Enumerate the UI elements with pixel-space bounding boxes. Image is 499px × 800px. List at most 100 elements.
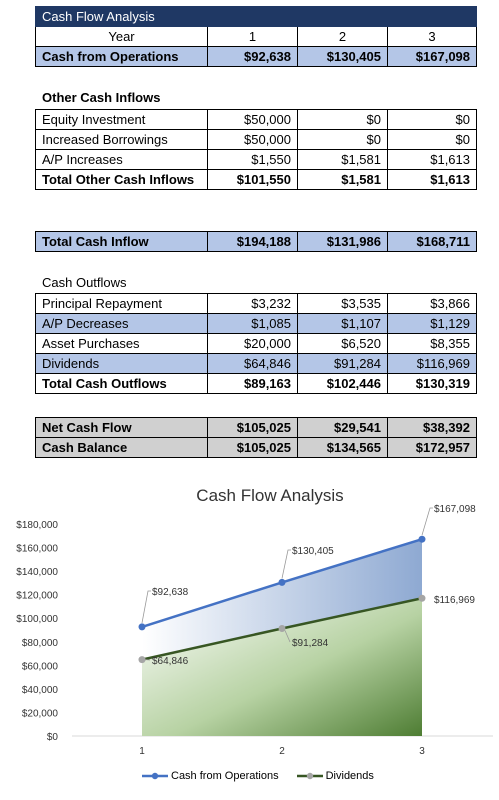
data-label-operations: $92,638 — [152, 587, 189, 598]
cell: $116,969 — [387, 353, 477, 374]
legend-label: Cash from Operations — [171, 770, 279, 782]
cell: $0 — [297, 109, 388, 130]
cell: $92,638 — [207, 46, 298, 67]
leader-line — [281, 549, 291, 579]
cell: $105,025 — [207, 437, 298, 458]
cell: $0 — [297, 129, 388, 150]
point-dividends — [138, 656, 146, 664]
legend-label: Dividends — [325, 770, 374, 782]
x-tick-label: 3 — [419, 746, 425, 757]
legend-item-operations: Cash from Operations — [142, 770, 279, 782]
row-cash-balance: Cash Balance $105,025 $134,565 $172,957 — [35, 437, 477, 458]
cash-flow-chart: $0 $20,000 $40,000 $60,000 $80,000 $100,000 $1… — [16, 504, 493, 757]
y-tick-label: $180,000 — [16, 520, 58, 531]
cell: $64,846 — [207, 353, 298, 374]
cell: $1,129 — [387, 313, 477, 334]
point-operations — [278, 578, 286, 586]
cell: $20,000 — [207, 333, 298, 354]
cell: $1,581 — [297, 149, 388, 170]
table-row: A/P Decreases $1,085 $1,107 $1,129 — [35, 313, 477, 334]
point-operations — [138, 623, 146, 631]
year-1: 1 — [207, 26, 298, 47]
data-label-operations: $130,405 — [292, 546, 334, 557]
y-tick-label: $40,000 — [22, 685, 59, 696]
cell: $6,520 — [297, 333, 388, 354]
point-dividends — [418, 594, 426, 602]
row-label: Dividends — [35, 353, 208, 374]
cell: $3,232 — [207, 293, 298, 314]
net-cash-table: Net Cash Flow $105,025 $29,541 $38,392 C… — [35, 417, 477, 458]
row-total-outflows: Total Cash Outflows $89,163 $102,446 $13… — [35, 373, 477, 394]
cell: $50,000 — [207, 109, 298, 130]
cell: $91,284 — [297, 353, 388, 374]
data-label-dividends: $64,846 — [152, 656, 189, 667]
row-label: Cash from Operations — [35, 46, 208, 67]
row-label: Total Cash Inflow — [35, 231, 208, 252]
data-label-operations: $167,098 — [434, 504, 476, 515]
outflows-heading: Cash Outflows — [42, 275, 127, 290]
area-dividends — [142, 598, 422, 736]
cell: $3,866 — [387, 293, 477, 314]
y-tick-label: $60,000 — [22, 661, 59, 672]
year-label: Year — [35, 26, 208, 47]
row-label: Increased Borrowings — [35, 129, 208, 150]
total-inflow-table: Total Cash Inflow $194,188 $131,986 $168… — [35, 231, 477, 252]
legend-item-dividends: Dividends — [296, 770, 374, 782]
cell: $38,392 — [387, 417, 477, 438]
table-row: Asset Purchases $20,000 $6,520 $8,355 — [35, 333, 477, 354]
table-title: Cash Flow Analysis — [34, 6, 478, 27]
row-label: Net Cash Flow — [35, 417, 208, 438]
row-total-other-inflows: Total Other Cash Inflows $101,550 $1,581… — [35, 169, 477, 190]
y-tick-label: $100,000 — [16, 614, 58, 625]
row-net-cash-flow: Net Cash Flow $105,025 $29,541 $38,392 — [35, 417, 477, 438]
row-label: A/P Decreases — [35, 313, 208, 334]
row-label: Principal Repayment — [35, 293, 208, 314]
cell: $1,107 — [297, 313, 388, 334]
point-dividends — [278, 624, 286, 632]
row-label: Equity Investment — [35, 109, 208, 130]
cell: $167,098 — [386, 46, 478, 67]
cash-flow-table-top: Cash Flow Analysis Year 1 2 3 Cash from … — [34, 6, 478, 67]
chart-legend: Cash from Operations Dividends — [142, 770, 374, 782]
row-total-cash-inflow: Total Cash Inflow $194,188 $131,986 $168… — [35, 231, 477, 252]
legend-swatch-dividends — [296, 772, 323, 780]
table-row: Increased Borrowings $50,000 $0 $0 — [35, 129, 477, 150]
leader-line — [421, 507, 433, 536]
cell: $1,613 — [387, 169, 477, 190]
cell: $194,188 — [207, 231, 298, 252]
row-label: Asset Purchases — [35, 333, 208, 354]
cell: $102,446 — [297, 373, 388, 394]
cell: $3,535 — [297, 293, 388, 314]
data-label-dividends: $91,284 — [292, 638, 329, 649]
row-label: Cash Balance — [35, 437, 208, 458]
cell: $50,000 — [207, 129, 298, 150]
y-tick-label: $80,000 — [22, 638, 59, 649]
table-row: Dividends $64,846 $91,284 $116,969 — [35, 353, 477, 374]
other-inflows-table: Equity Investment $50,000 $0 $0 Increase… — [35, 109, 477, 190]
y-tick-label: $0 — [47, 732, 59, 743]
area-operations — [142, 539, 422, 660]
cell: $168,711 — [387, 231, 477, 252]
table-row: A/P Increases $1,550 $1,581 $1,613 — [35, 149, 477, 170]
row-label: Total Other Cash Inflows — [35, 169, 208, 190]
data-label-dividends: $116,969 — [434, 595, 475, 606]
row-label: A/P Increases — [35, 149, 208, 170]
cell: $1,581 — [297, 169, 388, 190]
cell: $1,085 — [207, 313, 298, 334]
cell: $101,550 — [207, 169, 298, 190]
year-2: 2 — [297, 26, 388, 47]
cell: $89,163 — [207, 373, 298, 394]
cell: $29,541 — [297, 417, 388, 438]
cell: $134,565 — [297, 437, 388, 458]
row-cash-from-operations: Cash from Operations $92,638 $130,405 $1… — [35, 46, 478, 67]
leader-line — [141, 590, 151, 623]
cell: $1,550 — [207, 149, 298, 170]
x-tick-label: 2 — [279, 746, 285, 757]
cell: $131,986 — [297, 231, 388, 252]
table-row: Equity Investment $50,000 $0 $0 — [35, 109, 477, 130]
cell: $0 — [387, 129, 477, 150]
y-tick-label: $20,000 — [22, 708, 59, 719]
table-row: Principal Repayment $3,232 $3,535 $3,866 — [35, 293, 477, 314]
outflows-table: Principal Repayment $3,232 $3,535 $3,866… — [35, 293, 477, 394]
chart-title: Cash Flow Analysis — [196, 486, 344, 505]
